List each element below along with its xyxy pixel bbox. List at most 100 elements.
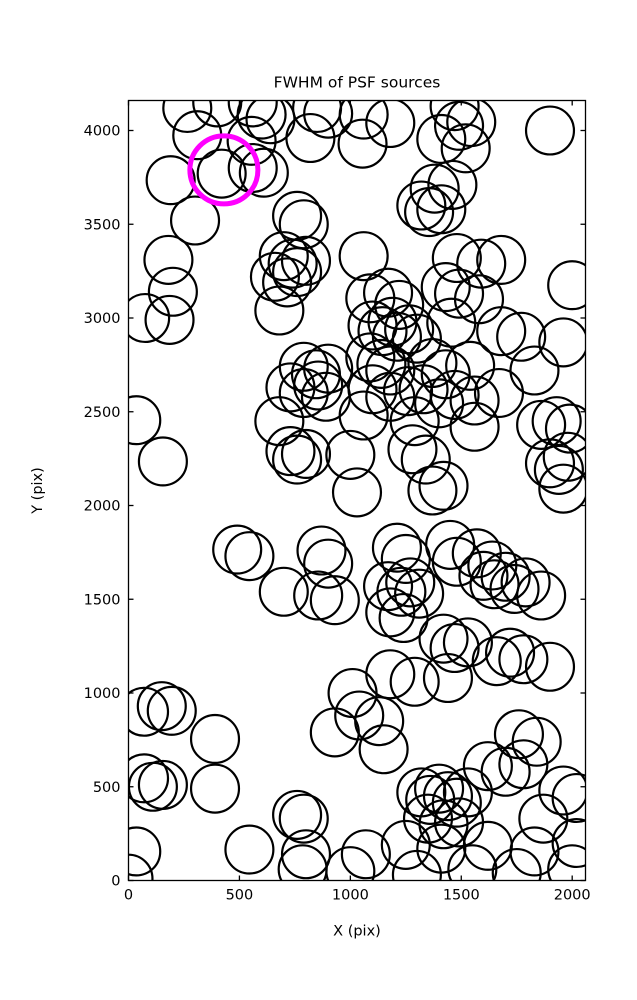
- psf-source-marker[interactable]: [469, 559, 520, 610]
- psf-source-marker[interactable]: [509, 345, 560, 396]
- psf-source-marker[interactable]: [547, 260, 596, 311]
- psf-source-marker[interactable]: [446, 98, 497, 148]
- psf-source-marker[interactable]: [293, 360, 344, 411]
- psf-source-marker[interactable]: [128, 761, 178, 812]
- psf-source-marker[interactable]: [365, 371, 416, 422]
- psf-source-marker[interactable]: [429, 622, 480, 674]
- psf-source-marker[interactable]: [338, 91, 389, 140]
- psf-source-marker[interactable]: [429, 369, 480, 420]
- psf-source-marker[interactable]: [449, 401, 500, 452]
- psf-source-marker[interactable]: [212, 524, 263, 575]
- psf-source-marker[interactable]: [414, 763, 465, 814]
- psf-source-marker[interactable]: [431, 232, 482, 284]
- psf-source-marker[interactable]: [258, 231, 309, 282]
- psf-source-marker[interactable]: [105, 853, 154, 903]
- psf-source-marker[interactable]: [422, 652, 474, 704]
- psf-source-marker[interactable]: [440, 123, 491, 174]
- psf-source-marker[interactable]: [338, 231, 389, 282]
- psf-source-marker[interactable]: [471, 636, 522, 687]
- psf-source-marker[interactable]: [551, 817, 601, 869]
- psf-source-marker[interactable]: [371, 522, 422, 573]
- psf-source-marker[interactable]: [249, 251, 300, 302]
- psf-source-marker[interactable]: [258, 566, 309, 617]
- psf-source-marker[interactable]: [296, 525, 347, 576]
- psf-source-marker[interactable]: [112, 395, 162, 446]
- psf-source-marker[interactable]: [280, 829, 332, 880]
- psf-source-marker[interactable]: [325, 429, 376, 480]
- psf-source-marker[interactable]: [414, 378, 465, 429]
- psf-source-marker[interactable]: [280, 235, 332, 286]
- psf-source-marker[interactable]: [356, 338, 407, 390]
- psf-source-marker[interactable]: [224, 531, 275, 582]
- psf-source-marker[interactable]: [162, 84, 213, 134]
- psf-source-marker[interactable]: [551, 772, 601, 824]
- psf-source-marker[interactable]: [533, 444, 584, 495]
- psf-source-marker[interactable]: [144, 294, 195, 345]
- psf-source-marker[interactable]: [516, 399, 567, 450]
- psf-source-marker[interactable]: [511, 716, 562, 767]
- psf-source-marker[interactable]: [303, 538, 354, 589]
- psf-source-marker[interactable]: [254, 396, 305, 447]
- psf-source-marker[interactable]: [449, 375, 500, 426]
- psf-source-marker[interactable]: [169, 195, 221, 246]
- psf-source-marker[interactable]: [389, 396, 440, 447]
- psf-source-marker[interactable]: [422, 771, 474, 822]
- psf-source-marker[interactable]: [462, 741, 513, 792]
- psf-source-marker[interactable]: [365, 649, 416, 700]
- psf-source-marker[interactable]: [485, 627, 536, 678]
- psf-source-marker[interactable]: [137, 759, 188, 810]
- psf-source-marker[interactable]: [189, 713, 241, 764]
- psf-source-marker[interactable]: [120, 686, 170, 737]
- psf-source-marker[interactable]: [236, 91, 287, 140]
- psf-source-marker[interactable]: [340, 829, 391, 880]
- psf-source-marker[interactable]: [112, 826, 162, 877]
- psf-source-marker[interactable]: [400, 434, 451, 485]
- psf-source-marker[interactable]: [433, 268, 485, 319]
- psf-source-marker[interactable]: [121, 292, 171, 344]
- psf-source-marker[interactable]: [254, 285, 305, 336]
- psf-source-marker[interactable]: [137, 436, 188, 487]
- psf-source-marker[interactable]: [345, 332, 396, 383]
- psf-source-marker[interactable]: [309, 707, 360, 758]
- psf-source-marker[interactable]: [224, 824, 275, 875]
- psf-source-marker[interactable]: [500, 557, 551, 608]
- psf-source-marker[interactable]: [337, 118, 388, 169]
- psf-source-marker[interactable]: [480, 551, 531, 602]
- psf-source-marker[interactable]: [145, 155, 196, 206]
- psf-source-marker[interactable]: [272, 789, 323, 840]
- psf-source-marker[interactable]: [371, 311, 422, 362]
- psf-source-marker[interactable]: [420, 349, 471, 400]
- psf-source-marker[interactable]: [442, 767, 493, 818]
- psf-source-marker[interactable]: [365, 587, 416, 638]
- psf-source-marker[interactable]: [278, 793, 329, 844]
- psf-source-marker[interactable]: [391, 313, 442, 364]
- psf-source-marker[interactable]: [146, 685, 197, 736]
- psf-source-marker[interactable]: [407, 465, 458, 516]
- psf-source-marker[interactable]: [447, 844, 498, 893]
- psf-source-marker[interactable]: [516, 570, 567, 621]
- psf-source-marker[interactable]: [476, 306, 527, 357]
- psf-source-marker[interactable]: [143, 234, 194, 285]
- psf-source-marker[interactable]: [262, 257, 313, 308]
- psf-source-marker[interactable]: [384, 304, 435, 355]
- psf-source-marker[interactable]: [338, 390, 389, 441]
- psf-source-marker[interactable]: [227, 78, 278, 128]
- psf-source-marker[interactable]: [365, 99, 416, 149]
- psf-source-marker[interactable]: [524, 105, 576, 156]
- psf-source-marker[interactable]: [538, 463, 587, 514]
- psf-source-marker[interactable]: [389, 656, 440, 707]
- psf-source-marker[interactable]: [358, 724, 409, 775]
- psf-source-marker[interactable]: [394, 568, 445, 619]
- psf-source-marker[interactable]: [293, 570, 344, 621]
- psf-source-marker[interactable]: [189, 763, 241, 814]
- psf-source-marker[interactable]: [445, 340, 496, 391]
- psf-source-marker[interactable]: [538, 765, 587, 816]
- psf-source-marker[interactable]: [265, 362, 316, 413]
- psf-source-marker[interactable]: [416, 184, 467, 235]
- psf-source-marker[interactable]: [518, 793, 569, 844]
- psf-source-marker[interactable]: [226, 115, 277, 166]
- psf-source-marker[interactable]: [544, 403, 594, 454]
- psf-source-marker[interactable]: [416, 113, 467, 165]
- psf-source-marker[interactable]: [387, 424, 438, 475]
